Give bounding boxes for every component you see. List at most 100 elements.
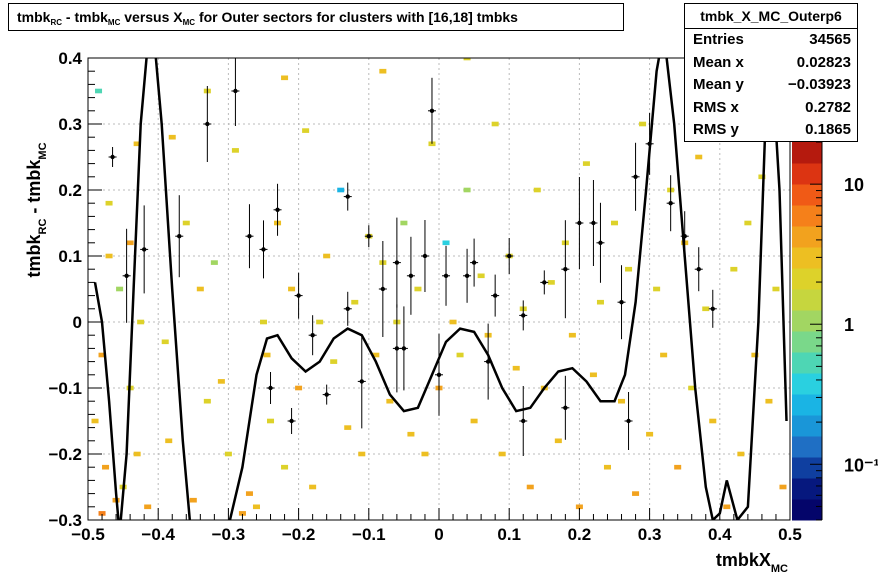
heatmap-bin: [263, 352, 271, 358]
profile-point: [345, 194, 350, 199]
heatmap-bin: [575, 504, 583, 510]
heatmap-bin: [737, 451, 745, 457]
heatmap-bin: [102, 464, 110, 470]
stats-row: Mean y −0.03923: [685, 74, 857, 97]
heatmap-bin: [238, 511, 246, 516]
heatmap-bin: [526, 484, 534, 490]
heatmap-bin: [95, 88, 103, 94]
stats-value: 34565: [809, 31, 851, 48]
heatmap-bin: [625, 266, 633, 272]
heatmap-bin: [295, 385, 303, 391]
heatmap-bin: [330, 359, 338, 364]
heatmap-bin: [407, 431, 415, 437]
profile-point: [591, 220, 596, 226]
fit-curve: [93, 58, 788, 520]
profile-point: [124, 273, 129, 278]
heatmap-bin: [688, 385, 696, 391]
color-scale-segment: [792, 205, 822, 227]
x-tick-label: −0.3: [212, 525, 246, 544]
heatmap-bin: [203, 398, 211, 404]
profile-point: [492, 293, 498, 298]
heatmap-bin: [316, 319, 324, 325]
heatmap-bin: [105, 200, 113, 206]
profile-point: [177, 234, 182, 239]
profile-points: [108, 58, 717, 456]
color-scale-segment: [792, 436, 822, 458]
heatmap-bin: [137, 319, 145, 325]
heatmap-bin: [281, 75, 289, 81]
x-tick-label: 0.3: [638, 525, 662, 544]
x-tick-label: −0.2: [282, 525, 316, 544]
color-scale-segment: [792, 499, 822, 521]
y-tick-label: −0.3: [48, 511, 82, 530]
color-scale-label: 1: [844, 315, 854, 335]
heatmap-bin: [639, 121, 647, 127]
heatmap-bin: [267, 418, 275, 424]
profile-point: [710, 306, 715, 311]
stats-value: 0.02823: [796, 53, 851, 71]
heatmap-bin: [231, 148, 239, 153]
profile-point: [110, 154, 115, 160]
profile-point: [668, 201, 673, 206]
heatmap-bin: [463, 187, 471, 193]
heatmap-bin: [568, 332, 576, 338]
heatmap-bin: [414, 286, 422, 292]
heatmap-bin: [449, 319, 457, 325]
profile-point: [436, 372, 442, 377]
y-tick-label: 0.1: [58, 247, 82, 266]
stats-label: RMS y: [693, 121, 739, 139]
heatmap-bin: [91, 418, 99, 424]
x-tick-label: 0.5: [778, 525, 802, 544]
profile-point: [380, 286, 386, 292]
x-axis: −0.5 −0.4 −0.3 −0.2 −0.1 0 0.1 0.2 0.3 0.4 0.5: [71, 508, 802, 544]
x-tick-label: −0.5: [71, 525, 105, 544]
profile-point: [696, 267, 701, 272]
heatmap-bin: [491, 121, 499, 127]
heatmap-bin: [386, 398, 394, 404]
heatmap-bin: [477, 273, 485, 279]
profile-point: [422, 253, 428, 259]
color-scale-label: 10: [844, 175, 864, 195]
heatmap-bin: [547, 280, 555, 285]
heatmap-bin: [189, 497, 197, 503]
heatmap-bin: [582, 161, 590, 166]
heatmap-bin: [309, 484, 317, 490]
y-tick-label: 0.3: [58, 115, 82, 134]
profile-point: [443, 273, 449, 278]
y-tick-label: −0.2: [48, 445, 82, 464]
color-scale-segment: [792, 331, 822, 353]
heatmap-bin: [674, 464, 682, 470]
profile-point: [394, 260, 400, 265]
stats-label: Mean x: [693, 53, 744, 71]
heatmap-bin: [210, 260, 218, 265]
heatmap-bin: [144, 504, 152, 510]
color-scale-segment: [792, 289, 822, 311]
profile-point: [464, 273, 470, 278]
y-axis: −0.3 −0.2 −0.1 0 0.1 0.2 0.3 0.4: [48, 49, 102, 530]
stats-histogram-name: tmbk_X_MC_Outerp6: [685, 4, 857, 29]
color-scale-segment: [792, 268, 822, 290]
heatmap-bin: [533, 187, 541, 193]
profile-point: [507, 253, 512, 259]
y-tick-label: 0.4: [58, 49, 82, 68]
stats-row: Entries 34565: [685, 29, 857, 52]
color-scale-segment: [792, 142, 822, 164]
profile-point: [521, 418, 526, 424]
x-tick-label: 0.1: [497, 525, 521, 544]
y-tick-label: 0: [73, 313, 82, 332]
x-tick-label: −0.4: [141, 525, 175, 544]
color-scale-segment: [792, 163, 822, 185]
stats-box: tmbk_X_MC_Outerp6 Entries 34565 Mean x 0.02…: [684, 3, 858, 142]
heatmap-bin: [456, 352, 464, 358]
profile-point: [598, 240, 603, 245]
heatmap-bin: [302, 128, 310, 133]
heatmap-bin: [337, 187, 345, 193]
stats-label: Entries: [693, 31, 744, 48]
heatmap-bin: [98, 352, 106, 358]
profile-point: [542, 280, 547, 285]
profile-point: [563, 267, 568, 272]
color-scale-label: 10⁻¹: [844, 455, 878, 475]
y-tick-label: 0.2: [58, 181, 82, 200]
color-scale-segment: [792, 352, 822, 374]
